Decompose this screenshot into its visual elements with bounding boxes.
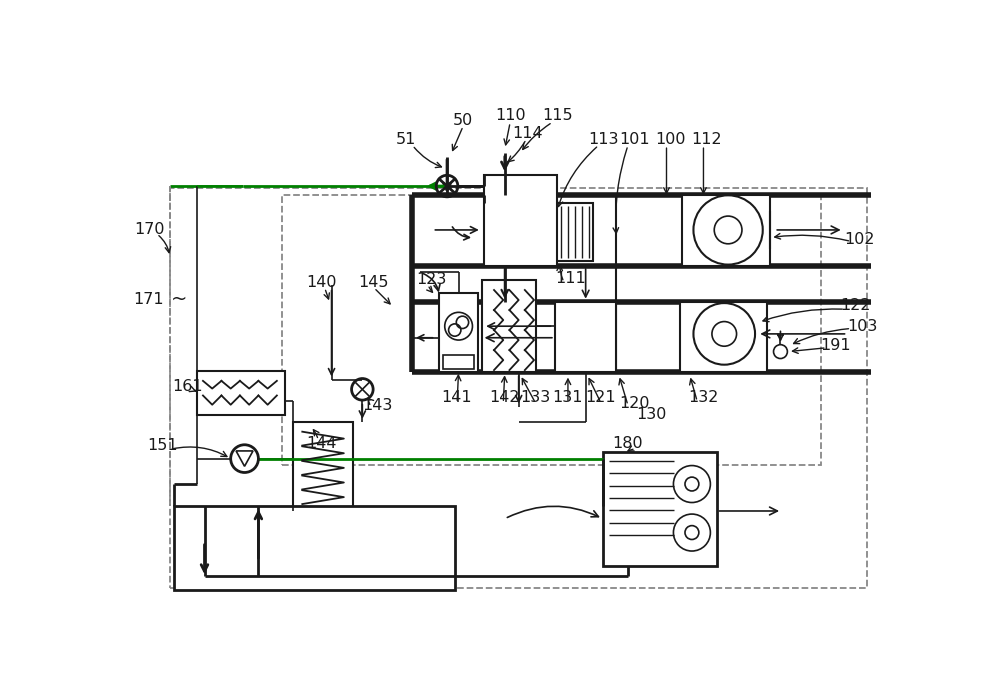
Text: 50: 50: [453, 113, 473, 128]
Bar: [170, 187, 867, 588]
Text: 101: 101: [619, 132, 649, 146]
Text: ~: ~: [171, 290, 187, 309]
Bar: [555, 302, 616, 372]
Bar: [293, 422, 353, 511]
Text: 145: 145: [359, 275, 389, 290]
Text: 161: 161: [172, 378, 203, 394]
Text: 110: 110: [495, 109, 526, 123]
Bar: [680, 302, 767, 372]
Bar: [443, 355, 474, 369]
Text: 122: 122: [840, 298, 870, 313]
Text: 114: 114: [513, 126, 543, 141]
Text: 132: 132: [688, 390, 719, 405]
Text: 102: 102: [844, 231, 874, 247]
Text: 100: 100: [655, 132, 686, 146]
Bar: [682, 195, 770, 266]
Text: 103: 103: [848, 319, 878, 334]
Text: 143: 143: [363, 398, 393, 413]
Bar: [439, 293, 478, 372]
Text: 142: 142: [490, 390, 520, 405]
Text: 141: 141: [442, 390, 472, 405]
Bar: [282, 195, 820, 465]
Text: 131: 131: [553, 390, 583, 405]
Text: 130: 130: [636, 407, 666, 422]
Text: 151: 151: [148, 438, 178, 453]
Text: 171: 171: [134, 292, 164, 307]
Text: 112: 112: [691, 132, 722, 146]
Text: 120: 120: [619, 396, 649, 411]
Text: 51: 51: [396, 132, 416, 146]
Bar: [197, 371, 285, 415]
Bar: [482, 280, 536, 372]
Bar: [174, 505, 455, 590]
Text: 191: 191: [821, 338, 851, 353]
Bar: [555, 203, 593, 261]
Bar: [484, 175, 557, 266]
Text: 121: 121: [586, 390, 616, 405]
Text: 133: 133: [520, 390, 551, 405]
Text: 123: 123: [416, 273, 447, 287]
Text: 111: 111: [555, 271, 586, 286]
Text: 115: 115: [542, 109, 572, 123]
Text: 144: 144: [306, 436, 337, 452]
Bar: [603, 452, 717, 566]
Text: 140: 140: [306, 275, 337, 290]
Text: 180: 180: [613, 436, 643, 452]
Text: 170: 170: [134, 222, 164, 238]
Text: 113: 113: [588, 132, 619, 146]
